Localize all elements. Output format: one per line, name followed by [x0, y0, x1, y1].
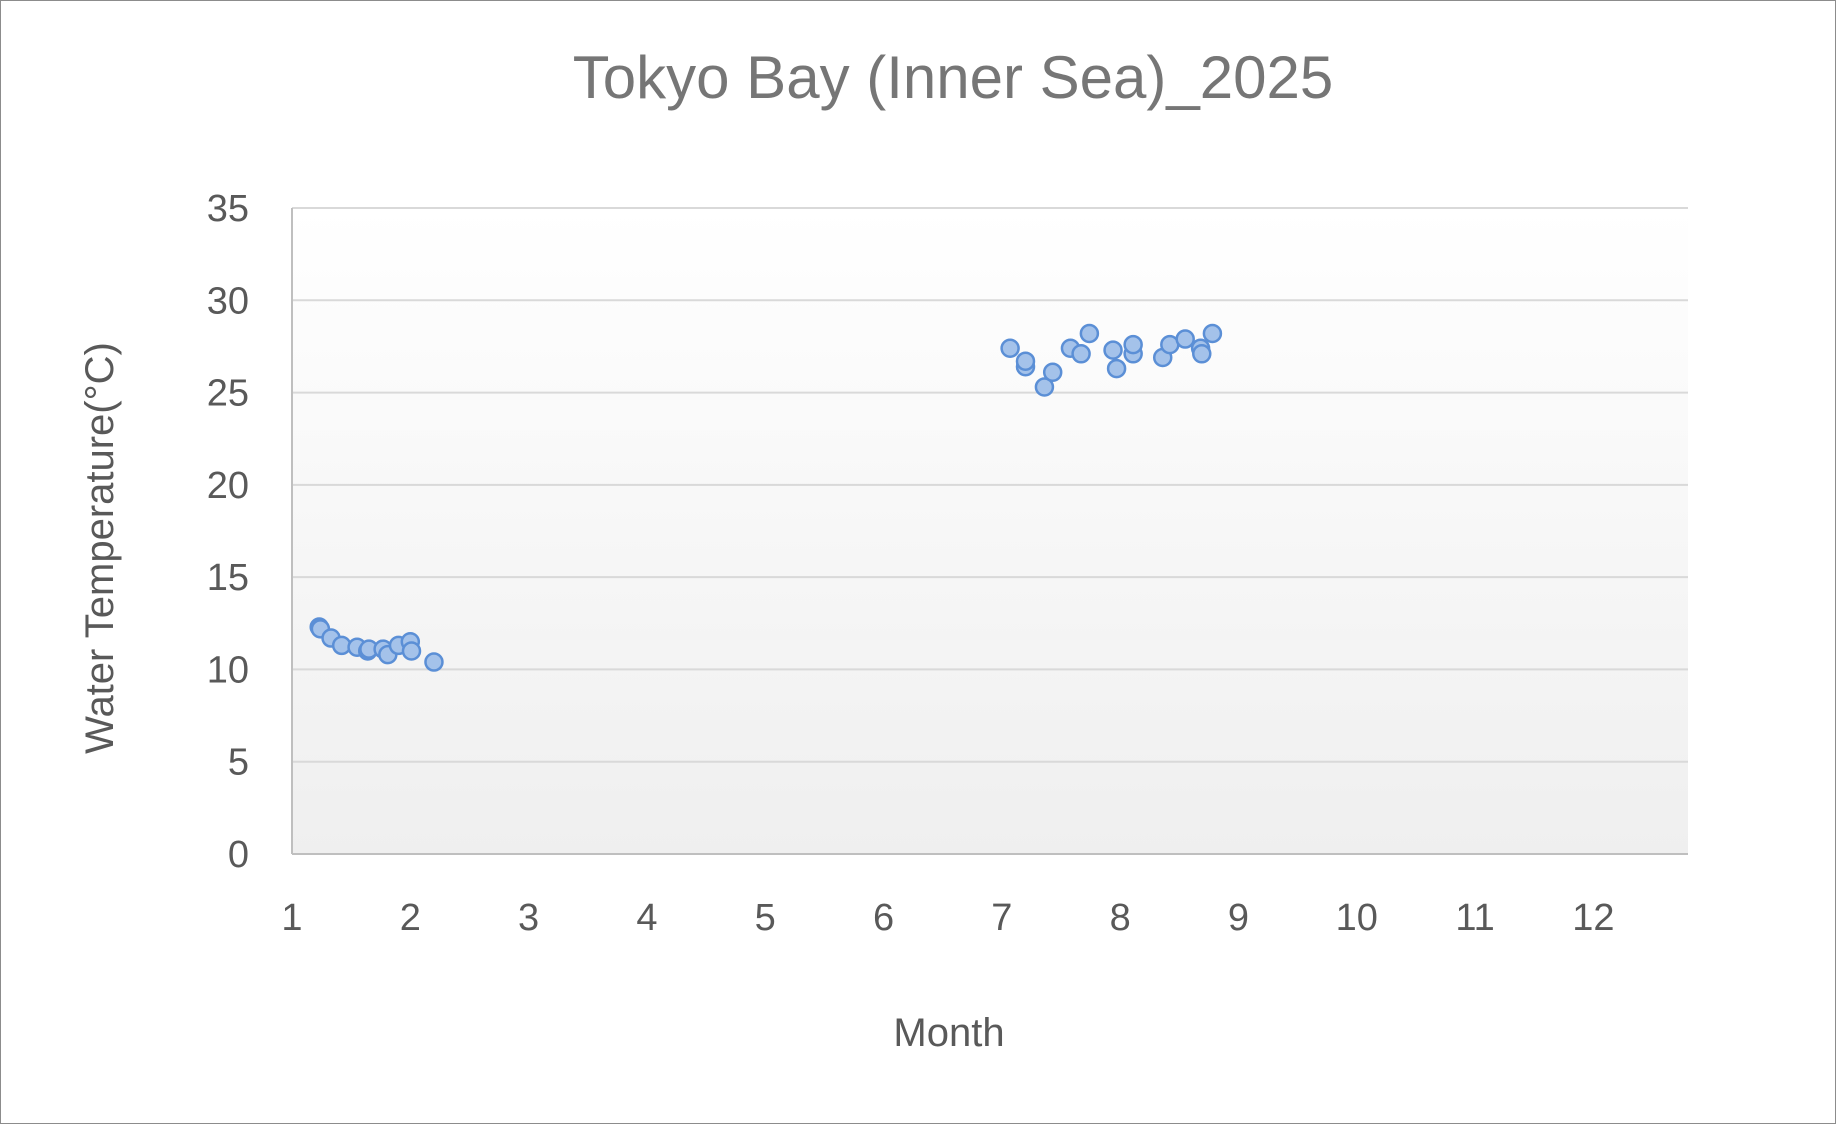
data-point	[1000, 338, 1020, 359]
data-point	[1042, 362, 1063, 383]
x-tick-label: 6	[873, 897, 894, 939]
y-tick-label: 20	[207, 465, 249, 507]
x-tick-label: 8	[1110, 897, 1131, 939]
y-tick-label: 0	[228, 834, 249, 876]
x-tick-label: 10	[1336, 897, 1378, 939]
data-point	[1123, 334, 1143, 355]
chart-title: Tokyo Bay (Inner Sea)_2025	[573, 44, 1333, 111]
data-point	[1015, 351, 1036, 371]
y-tick-label: 35	[207, 188, 249, 230]
x-axis-title: Month	[893, 1011, 1004, 1055]
data-point	[1034, 377, 1055, 397]
y-tick-label: 15	[207, 557, 249, 599]
data-point	[1106, 358, 1127, 379]
x-tick-label: 3	[518, 897, 539, 939]
x-tick-label: 9	[1228, 897, 1249, 939]
y-tick-label: 10	[207, 649, 249, 691]
data-point	[1103, 340, 1123, 360]
data-point	[1192, 344, 1212, 364]
y-tick-label: 25	[207, 373, 249, 415]
y-tick-label: 5	[228, 742, 249, 784]
data-point	[1202, 323, 1223, 344]
x-tick-label: 1	[281, 897, 302, 939]
plot-background	[292, 208, 1688, 854]
x-tick-label: 12	[1572, 897, 1614, 939]
x-tick-label: 11	[1455, 897, 1494, 939]
data-point	[1175, 329, 1195, 349]
x-tick-label: 2	[400, 897, 421, 939]
data-point	[1079, 323, 1100, 344]
data-point	[424, 652, 444, 672]
x-tick-label: 4	[636, 897, 657, 939]
data-point	[401, 641, 422, 661]
y-axis-title: Water Temperature(°C)	[78, 342, 122, 754]
data-point	[1071, 344, 1091, 364]
x-tick-label: 7	[991, 897, 1012, 939]
y-tick-label: 30	[207, 280, 249, 322]
x-tick-label: 5	[755, 897, 776, 939]
